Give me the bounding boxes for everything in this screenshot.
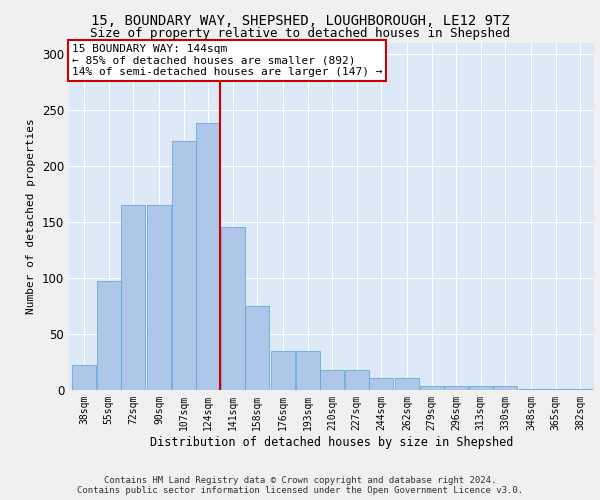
Bar [493,386,517,390]
Bar [419,386,444,390]
Bar [172,141,196,390]
Bar [97,282,121,390]
X-axis label: Distribution of detached houses by size in Shepshed: Distribution of detached houses by size … [150,436,513,448]
Bar [544,389,568,390]
Bar [72,366,96,390]
Bar [469,386,493,390]
Bar [320,370,344,390]
Bar [147,205,171,390]
Y-axis label: Number of detached properties: Number of detached properties [26,118,37,314]
Bar [395,378,419,390]
Bar [121,205,145,390]
Bar [369,378,394,390]
Text: 15, BOUNDARY WAY, SHEPSHED, LOUGHBOROUGH, LE12 9TZ: 15, BOUNDARY WAY, SHEPSHED, LOUGHBOROUGH… [91,14,509,28]
Bar [245,306,269,390]
Bar [344,370,369,390]
Text: Contains HM Land Registry data © Crown copyright and database right 2024.: Contains HM Land Registry data © Crown c… [104,476,496,485]
Text: Contains public sector information licensed under the Open Government Licence v3: Contains public sector information licen… [77,486,523,495]
Text: 15 BOUNDARY WAY: 144sqm
← 85% of detached houses are smaller (892)
14% of semi-d: 15 BOUNDARY WAY: 144sqm ← 85% of detache… [71,44,382,78]
Text: Size of property relative to detached houses in Shepshed: Size of property relative to detached ho… [90,28,510,40]
Bar [568,389,592,390]
Bar [196,123,220,390]
Bar [519,389,544,390]
Bar [296,351,320,390]
Bar [444,386,469,390]
Bar [271,351,295,390]
Bar [221,228,245,390]
